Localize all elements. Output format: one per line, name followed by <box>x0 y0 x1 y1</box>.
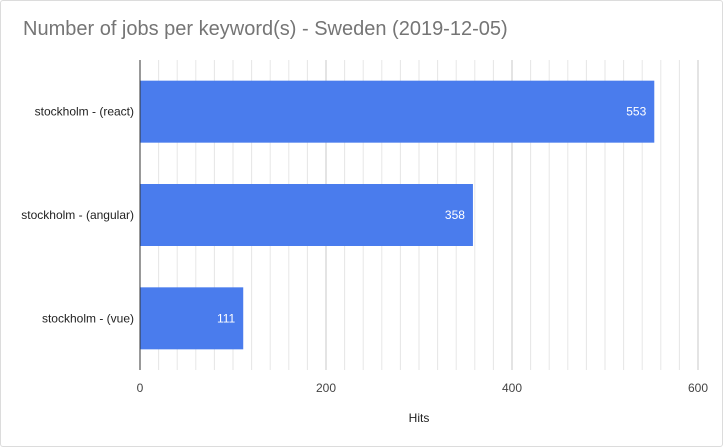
data-label-1: 553 <box>626 105 646 119</box>
x-tick-label-600: 600 <box>688 381 708 395</box>
x-tick-label-400: 400 <box>502 381 522 395</box>
bar-3 <box>140 287 244 350</box>
category-label-3: stockholm - (vue) <box>42 311 134 325</box>
bar-1 <box>140 80 655 143</box>
x-tick-label-200: 200 <box>316 381 336 395</box>
x-axis-label: Hits <box>409 411 430 425</box>
bar-2 <box>140 184 473 246</box>
category-label-2: stockholm - (angular) <box>21 208 134 222</box>
chart-title: Number of jobs per keyword(s) - Sweden (… <box>23 18 508 40</box>
data-label-2: 358 <box>445 208 465 222</box>
category-label-1: stockholm - (react) <box>35 105 134 119</box>
x-tick-label-0: 0 <box>137 381 144 395</box>
data-label-3: 111 <box>217 311 236 325</box>
